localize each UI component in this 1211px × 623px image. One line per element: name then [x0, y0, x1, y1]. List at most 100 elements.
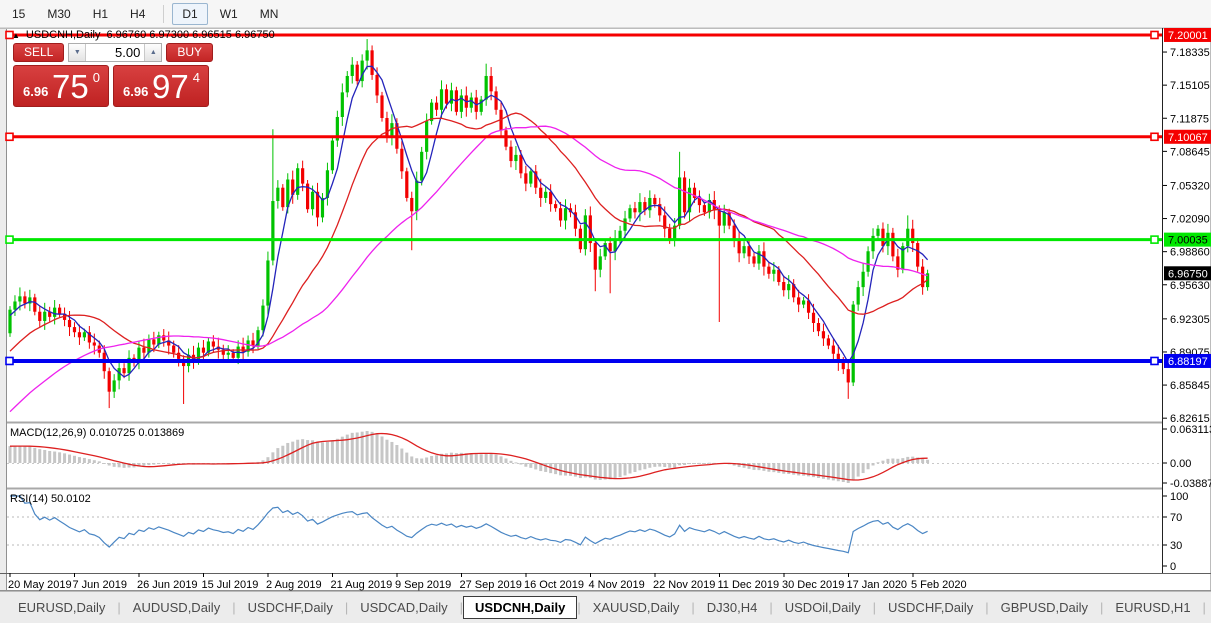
chart-tab-usdoil-daily[interactable]: USDOil,Daily — [784, 600, 861, 615]
tab-separator: | — [577, 600, 581, 615]
volume-increase-button[interactable]: ▲ — [144, 44, 162, 61]
tab-separator: | — [985, 600, 989, 615]
one-click-trading-panel: SELL ▼ ▲ BUY 6.96 75 0 6.96 97 4 — [13, 43, 213, 107]
chart-tab-gbpaud-h1[interactable]: GBPAUD,H1 — [1206, 596, 1211, 619]
buy-quote-box[interactable]: 6.96 97 4 — [113, 65, 209, 107]
sell-button[interactable]: SELL — [13, 43, 65, 62]
svg-text:27 Sep 2019: 27 Sep 2019 — [460, 579, 522, 591]
svg-text:6.98860: 6.98860 — [1170, 247, 1210, 259]
chart-area[interactable]: 7.18335 7.15105 7.11875 7.08645 7.05320 7.020… — [0, 28, 1211, 591]
svg-text:6.88197: 6.88197 — [1168, 356, 1208, 368]
ma-5-line — [9, 65, 929, 378]
svg-text:6.82615: 6.82615 — [1170, 413, 1210, 425]
svg-text:5 Feb 2020: 5 Feb 2020 — [911, 579, 967, 591]
svg-text:100: 100 — [1170, 491, 1188, 503]
svg-text:7.08645: 7.08645 — [1170, 146, 1210, 158]
volume-input[interactable] — [86, 44, 145, 61]
quote-boxes: 6.96 75 0 6.96 97 4 — [13, 65, 213, 107]
chart-tab-xauusd-daily[interactable]: XAUUSD,Daily — [592, 600, 680, 615]
chart-symbol-label: USDCNH,Daily — [25, 29, 101, 41]
chart-tab-eurusd-h1[interactable]: EURUSD,H1 — [1115, 600, 1191, 615]
volume-decrease-button[interactable]: ▼ — [69, 44, 87, 61]
timeframe-toolbar: 15 M30 H1 H4 D1 W1 MN — [0, 0, 1211, 28]
tab-separator: | — [872, 600, 876, 615]
timeframe-button-d1[interactable]: D1 — [172, 2, 208, 25]
tab-separator: | — [1202, 600, 1206, 615]
svg-text:6.95630: 6.95630 — [1170, 280, 1210, 292]
tab-separator: | — [769, 600, 773, 615]
svg-text:-0.038872: -0.038872 — [1170, 478, 1211, 490]
svg-text:4 Nov 2019: 4 Nov 2019 — [589, 579, 645, 591]
chart-ohlc-values: 6.96760 6.97300 6.96515 6.96750 — [106, 29, 275, 41]
timeframe-button-m30[interactable]: M30 — [47, 6, 71, 21]
buy-button[interactable]: BUY — [166, 43, 213, 62]
svg-text:6.85845: 6.85845 — [1170, 380, 1210, 392]
rsi-label: RSI(14) 50.0102 — [10, 493, 91, 505]
chart-tab-bar: EURUSD,Daily | AUDUSD,Daily | USDCHF,Daily | U… — [0, 591, 1211, 623]
tab-separator: | — [232, 600, 236, 615]
svg-text:20 May 2019: 20 May 2019 — [8, 579, 72, 591]
buy-price-prefix: 6.96 — [123, 84, 149, 99]
trade-controls-row: SELL ▼ ▲ BUY — [13, 43, 213, 62]
sell-price-big-digits: 75 — [52, 68, 89, 105]
svg-text:17 Jan 2020: 17 Jan 2020 — [847, 579, 908, 591]
chart-tab-audusd-daily[interactable]: AUDUSD,Daily — [132, 600, 221, 615]
svg-text:9 Sep 2019: 9 Sep 2019 — [395, 579, 451, 591]
svg-text:30: 30 — [1170, 540, 1182, 552]
svg-text:21 Aug 2019: 21 Aug 2019 — [331, 579, 393, 591]
macd-label: MACD(12,26,9) 0.010725 0.013869 — [10, 427, 184, 439]
timeframe-button-h4[interactable]: H4 — [130, 6, 146, 21]
tab-separator: | — [117, 600, 121, 615]
tab-separator: | — [691, 600, 695, 615]
svg-text:30 Dec 2019: 30 Dec 2019 — [782, 579, 844, 591]
tab-separator: | — [459, 600, 464, 615]
rsi-panel: RSI(14) 50.0102 100 70 30 0 — [7, 491, 1188, 573]
svg-text:6.96750: 6.96750 — [1168, 268, 1208, 280]
macd-panel: MACD(12,26,9) 0.010725 0.013869 0.063113 0… — [7, 424, 1211, 490]
chart-tab-usdchf-daily[interactable]: USDCHF,Daily — [887, 600, 974, 615]
svg-text:26 Jun 2019: 26 Jun 2019 — [137, 579, 198, 591]
svg-text:7.20001: 7.20001 — [1168, 30, 1208, 42]
timeframe-button-mn[interactable]: MN — [259, 6, 279, 21]
chart-title: ▲ USDCNH,Daily 6.96760 6.97300 6.96515 6… — [12, 29, 275, 41]
rsi-line — [10, 495, 928, 554]
chart-tabs: EURUSD,Daily | AUDUSD,Daily | USDCHF,Daily | U… — [6, 596, 1211, 619]
sell-price-pip-digit: 0 — [92, 70, 100, 85]
svg-text:0: 0 — [1170, 561, 1176, 573]
macd-signal-line — [9, 432, 928, 481]
chart-tab-usdcad-daily[interactable]: USDCAD,Daily — [360, 600, 448, 615]
sell-quote-box[interactable]: 6.96 75 0 — [13, 65, 109, 107]
svg-text:7.02090: 7.02090 — [1170, 214, 1210, 226]
sell-price-prefix: 6.96 — [23, 84, 49, 99]
chart-tab-gbpusd-daily[interactable]: GBPUSD,Daily — [1000, 600, 1089, 615]
chart-tab-usdcnh-daily[interactable]: USDCNH,Daily — [463, 596, 578, 619]
svg-text:2 Aug 2019: 2 Aug 2019 — [266, 579, 322, 591]
svg-text:22 Nov 2019: 22 Nov 2019 — [653, 579, 715, 591]
timeframe-button-w1[interactable]: W1 — [219, 6, 238, 21]
collapse-icon[interactable]: ▲ — [12, 30, 20, 40]
volume-spinner: ▼ ▲ — [68, 43, 163, 62]
timeframe-button-h1[interactable]: H1 — [92, 6, 109, 21]
svg-text:7.00035: 7.00035 — [1168, 235, 1208, 247]
svg-text:7 Jun 2019: 7 Jun 2019 — [73, 579, 127, 591]
timeframe-button-15[interactable]: 15 — [12, 6, 26, 21]
tab-separator: | — [1100, 600, 1104, 615]
buy-price-pip-digit: 4 — [192, 70, 200, 85]
chart-tab-eurusd-daily[interactable]: EURUSD,Daily — [18, 600, 106, 615]
chart-tab-usdchf-daily[interactable]: USDCHF,Daily — [247, 600, 333, 615]
svg-text:15 Jul 2019: 15 Jul 2019 — [202, 579, 259, 591]
svg-text:7.10067: 7.10067 — [1168, 132, 1208, 144]
ma-45-line — [9, 125, 928, 413]
chart-tab-dj30-h4[interactable]: DJ30,H4 — [706, 600, 758, 615]
svg-text:7.15105: 7.15105 — [1170, 80, 1210, 92]
buy-price-big-digits: 97 — [152, 68, 189, 105]
svg-text:0.063113: 0.063113 — [1170, 424, 1211, 436]
toolbar-separator — [163, 4, 165, 23]
tab-separator: | — [344, 600, 349, 615]
svg-text:16 Oct 2019: 16 Oct 2019 — [524, 579, 584, 591]
svg-text:0.00: 0.00 — [1170, 458, 1191, 470]
svg-text:7.18335: 7.18335 — [1170, 47, 1210, 59]
ma-20-line — [9, 112, 928, 359]
svg-text:7.11875: 7.11875 — [1170, 113, 1209, 125]
